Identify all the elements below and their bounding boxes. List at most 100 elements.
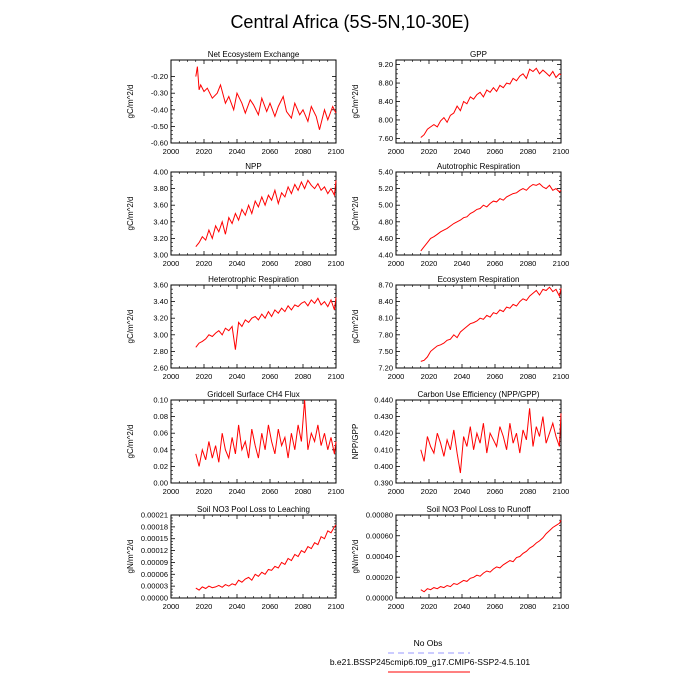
panel-6: Ecosystem Respiration 2000 2020 2040 2060 208… [351, 275, 569, 381]
x-tick-label: 2020 [421, 487, 438, 496]
panel-title: Soil NO3 Pool Loss to Leaching [197, 505, 310, 514]
y-tick-label: 0.08 [153, 412, 168, 421]
panel-8: Carbon Use Efficiency (NPP/GPP) 2000 2020 2… [351, 390, 569, 496]
plot-frame [395, 399, 562, 484]
x-tick-label: 2080 [520, 602, 537, 611]
y-tick-label: 0.00000 [141, 594, 168, 603]
y-tick-label: 0.00040 [366, 552, 393, 561]
x-tick-label: 2060 [262, 372, 279, 381]
series-line-1 [420, 519, 562, 593]
panel-grid: Net Ecosystem Exchange 2000 2020 2040 2060 20… [126, 50, 569, 611]
y-tick-label: 3.60 [153, 201, 168, 210]
x-tick-label: 2060 [262, 487, 279, 496]
panel-title: Net Ecosystem Exchange [208, 50, 300, 59]
series-line-1 [420, 408, 562, 474]
y-tick-label: 3.40 [153, 297, 168, 306]
y-tick-label: 0.00080 [366, 511, 393, 520]
x-tick-label: 2000 [163, 487, 180, 496]
plot-frame [395, 59, 562, 144]
y-tick-label: -0.40 [151, 105, 168, 114]
legend-label-obs: No Obs [414, 638, 443, 648]
y-tick-label: 3.00 [153, 330, 168, 339]
plot-frame [170, 514, 337, 599]
panel-9: Soil NO3 Pool Loss to Leaching 2000 2020 20… [126, 505, 344, 611]
y-tick-label: 4.40 [378, 251, 393, 260]
plot-frame [395, 514, 562, 599]
x-tick-label: 2060 [262, 147, 279, 156]
panel-title: Soil NO3 Pool Loss to Runoff [427, 505, 532, 514]
x-tick-label: 2040 [454, 602, 471, 611]
x-tick-label: 2080 [295, 259, 312, 268]
panel-5: Heterotrophic Respiration 2000 2020 2040 206… [126, 275, 344, 381]
y-tick-label: -0.60 [151, 139, 168, 148]
x-tick-label: 2020 [421, 372, 438, 381]
x-tick-label: 2100 [553, 372, 570, 381]
x-tick-label: 2020 [421, 259, 438, 268]
y-tick-label: -0.30 [151, 89, 168, 98]
series-line-1 [420, 286, 562, 362]
y-tick-label: 0.00006 [141, 570, 168, 579]
plot-frame [170, 284, 337, 369]
legend-label-model: b.e21.BSSP245cmip6.f09_g17.CMIP6-SSP2-4.… [330, 657, 531, 667]
x-tick-label: 2060 [487, 487, 504, 496]
y-tick-label: 7.80 [378, 330, 393, 339]
y-tick-label: 4.60 [378, 234, 393, 243]
y-tick-label: 8.80 [378, 79, 393, 88]
panel-2: GPP 2000 2020 2040 2060 2080 2100 7.60 8.00 8.40 8… [351, 50, 569, 156]
y-axis-label: gC/m^2/d [351, 310, 360, 344]
x-tick-label: 2040 [229, 147, 246, 156]
x-tick-label: 2100 [328, 372, 345, 381]
x-tick-label: 2040 [454, 147, 471, 156]
x-tick-label: 2020 [196, 602, 213, 611]
panel-title: Carbon Use Efficiency (NPP/GPP) [417, 390, 539, 399]
x-tick-label: 2080 [295, 602, 312, 611]
series-line-1 [420, 182, 562, 252]
x-tick-label: 2040 [454, 259, 471, 268]
panel-title: NPP [245, 162, 261, 171]
y-tick-label: 4.80 [378, 217, 393, 226]
x-tick-label: 2000 [388, 147, 405, 156]
x-tick-label: 2020 [196, 259, 213, 268]
y-tick-label: 3.80 [153, 184, 168, 193]
y-tick-label: 0.00015 [141, 534, 168, 543]
x-tick-label: 2040 [454, 487, 471, 496]
y-axis-label: NPP/GPP [351, 424, 360, 460]
y-tick-label: 0.06 [153, 429, 168, 438]
x-tick-label: 2060 [262, 602, 279, 611]
x-tick-label: 2000 [163, 259, 180, 268]
y-tick-label: 0.10 [153, 396, 168, 405]
y-tick-label: 0.00018 [141, 522, 168, 531]
y-tick-label: 3.60 [153, 281, 168, 290]
x-tick-label: 2000 [163, 602, 180, 611]
y-tick-label: 8.00 [378, 115, 393, 124]
panel-title: Gridcell Surface CH4 Flux [207, 390, 299, 399]
x-tick-label: 2000 [388, 602, 405, 611]
y-tick-label: 8.40 [378, 297, 393, 306]
series-line-1 [195, 179, 337, 248]
x-tick-label: 2100 [553, 147, 570, 156]
y-tick-label: 0.02 [153, 462, 168, 471]
x-tick-label: 2080 [295, 147, 312, 156]
x-tick-label: 2060 [487, 372, 504, 381]
y-tick-label: 8.10 [378, 314, 393, 323]
x-tick-label: 2020 [421, 147, 438, 156]
panel-title: Ecosystem Respiration [438, 275, 520, 284]
panel-1: Net Ecosystem Exchange 2000 2020 2040 2060 20… [126, 50, 344, 156]
y-tick-label: 2.60 [153, 364, 168, 373]
y-tick-label: 0.440 [374, 396, 393, 405]
y-tick-label: 7.50 [378, 347, 393, 356]
x-tick-label: 2020 [421, 602, 438, 611]
plot-frame [395, 284, 562, 369]
y-tick-label: 5.00 [378, 201, 393, 210]
series-line-1 [195, 524, 337, 591]
series-line-1 [195, 399, 337, 467]
x-tick-label: 2040 [454, 372, 471, 381]
x-tick-label: 2020 [196, 487, 213, 496]
x-tick-label: 2100 [328, 602, 345, 611]
y-tick-label: 0.390 [374, 479, 393, 488]
plot-frame [170, 399, 337, 484]
y-tick-label: 2.80 [153, 347, 168, 356]
x-tick-label: 2100 [553, 602, 570, 611]
y-tick-label: 0.00000 [366, 594, 393, 603]
